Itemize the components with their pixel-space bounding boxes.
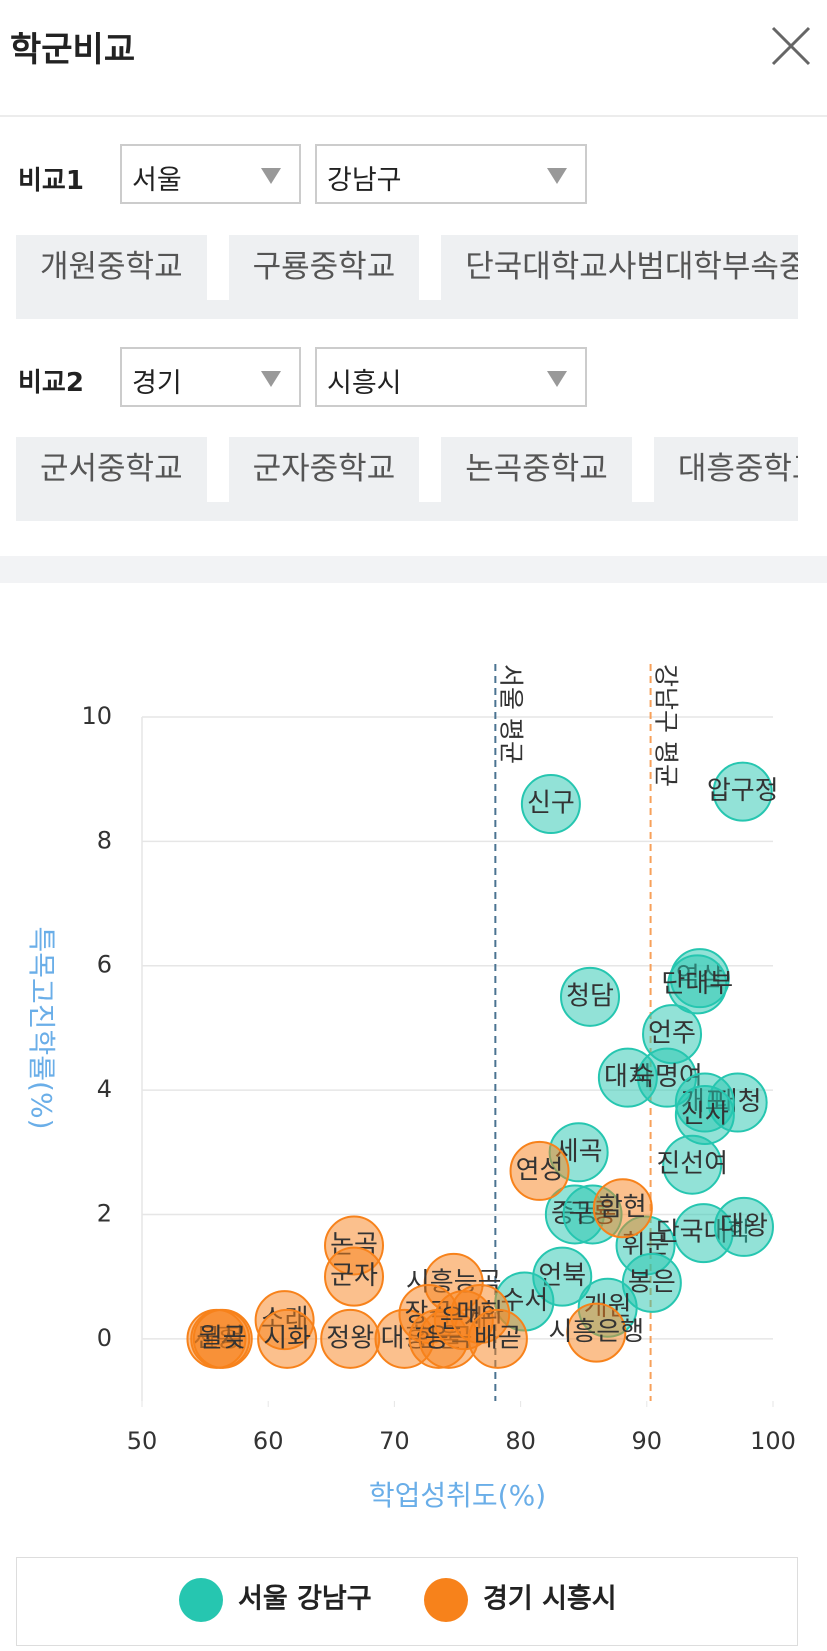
bubble	[324, 1246, 385, 1307]
x-tick-label: 60	[253, 1427, 284, 1455]
legend-swatch	[179, 1578, 223, 1622]
section-separator	[0, 556, 827, 583]
x-axis-title: 학업성취도(%)	[369, 1479, 546, 1512]
bubble	[662, 1134, 723, 1195]
school-tag[interactable]: 구룡중학교	[228, 235, 442, 300]
select-value: 서울	[132, 165, 182, 196]
bubble	[592, 1178, 653, 1239]
y-tick-label: 10	[81, 702, 112, 730]
bubble-label: 연성	[516, 1155, 564, 1185]
legend-label: 경기 시흥시	[483, 1584, 617, 1615]
x-tick-label: 70	[379, 1427, 410, 1455]
y-tick-label: 0	[97, 1324, 112, 1352]
compare-label: 비교2	[18, 368, 84, 398]
region-select[interactable]: 경기	[120, 347, 301, 407]
school-tag[interactable]: 단국대학교사범대학부속중학교	[441, 235, 798, 300]
bubble	[566, 1302, 627, 1363]
y-tick-label: 4	[97, 1075, 112, 1103]
select-value: 시흥시	[327, 368, 402, 399]
x-tick-label: 90	[632, 1427, 663, 1455]
bubble-label: 월곶	[199, 1323, 247, 1353]
reference-label: 서울 평균	[496, 664, 525, 764]
legend-items: 서울 강남구 경기 시흥시	[179, 1578, 617, 1622]
bubble-label: 신구	[527, 789, 575, 819]
y-tick-label: 8	[97, 826, 112, 854]
bubble-label: 시흥은행	[548, 1317, 644, 1347]
close-button[interactable]	[769, 24, 813, 68]
bubble-label: 대왕	[720, 1211, 768, 1241]
x-tick-label: 100	[750, 1427, 796, 1455]
bubble-label: 함현	[599, 1193, 647, 1223]
bubble	[712, 761, 773, 822]
bubble	[713, 1196, 774, 1257]
district-select[interactable]: 시흥시	[315, 347, 587, 407]
legend-swatch	[424, 1578, 468, 1622]
y-tick-label: 2	[97, 1199, 112, 1227]
school-tag[interactable]: 논곡중학교	[441, 437, 654, 502]
bubble-label: 청담	[566, 981, 614, 1011]
bubble-label: 군자	[330, 1261, 378, 1291]
divider	[0, 115, 827, 117]
bubble-label: 진선여	[656, 1149, 728, 1179]
school-tag[interactable]: 군서중학교	[16, 437, 229, 502]
school-tags: 개원중학교구룡중학교단국대학교사범대학부속중학교	[16, 235, 798, 319]
dialog-title: 학군비교	[10, 30, 136, 70]
y-axis-title: 특목고진학률(%)	[25, 926, 58, 1129]
bubble-label: 봉은	[628, 1267, 676, 1297]
school-tag[interactable]: 대흥중학교	[653, 437, 798, 502]
chart: 0 2 4 6 8 10 50 60 70 80 90 100 학업성취도(%) 특목고진학률(%) 서울 …	[25, 664, 796, 1512]
region-select[interactable]: 서울	[120, 144, 301, 204]
reference-label: 강남구 평균	[652, 664, 681, 787]
y-tick-label: 6	[97, 951, 112, 979]
bubble-label: 신사	[681, 1099, 729, 1129]
bubble-label: 시화	[263, 1323, 311, 1353]
bubble-label: 언주	[648, 1019, 696, 1049]
x-tick-label: 50	[127, 1427, 158, 1455]
legend: 서울 강남구 경기 시흥시	[16, 1557, 798, 1646]
bubble	[192, 1308, 253, 1369]
bubble-label: 단대부	[661, 969, 733, 999]
bubble	[509, 1140, 570, 1201]
legend-label: 서울 강남구	[238, 1584, 372, 1615]
x-tick-label: 80	[505, 1427, 536, 1455]
bubble	[467, 1308, 528, 1369]
bubble-label: 압구정	[707, 776, 779, 806]
bubble	[560, 966, 621, 1027]
bubble-label: 배곧	[474, 1323, 522, 1353]
select-value: 경기	[132, 368, 182, 399]
school-tag[interactable]: 군자중학교	[228, 437, 442, 502]
bubble	[520, 774, 581, 835]
bubble-label: 정왕	[326, 1323, 374, 1353]
select-value: 강남구	[327, 165, 402, 196]
district-select[interactable]: 강남구	[315, 144, 587, 204]
school-tag[interactable]: 개원중학교	[16, 235, 229, 300]
bubble	[667, 954, 728, 1015]
school-tags: 군서중학교군자중학교논곡중학교대흥중학교	[16, 437, 798, 521]
compare-label: 비교1	[18, 166, 84, 196]
bubble	[257, 1308, 318, 1369]
